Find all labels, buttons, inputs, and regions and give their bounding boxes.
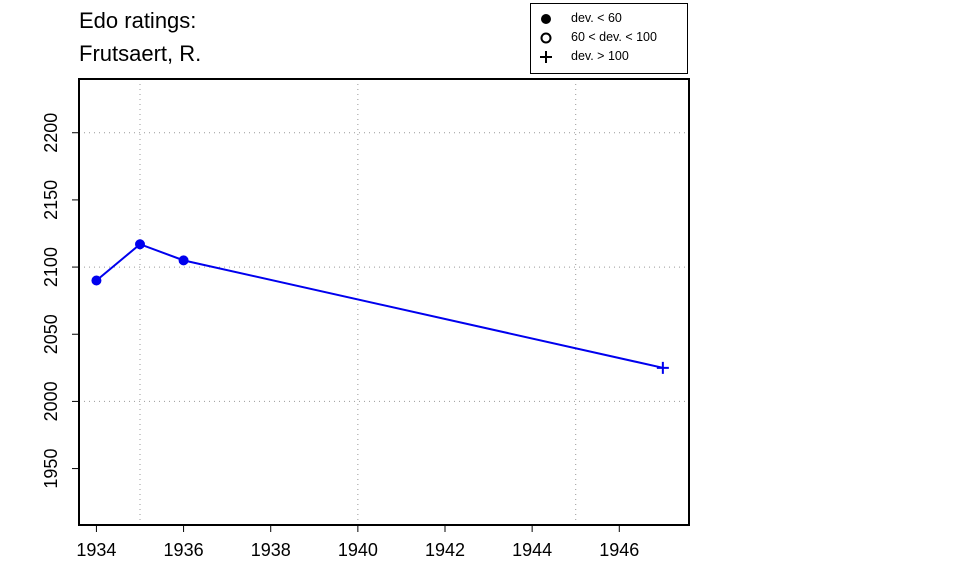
x-tick-label: 1938 [251,540,291,560]
series-line [95,243,664,369]
data-point [135,239,145,250]
x-tick-label: 1934 [76,540,116,560]
y-tick-label: 1950 [41,449,61,489]
y-tick-label: 2000 [41,381,61,421]
filled-circle-icon [541,14,551,24]
data-point [656,361,669,374]
x-tick-label: 1940 [338,540,378,560]
data-point [178,255,189,266]
x-tick-label: 1944 [512,540,552,560]
legend-label: dev. < 60 [571,11,622,25]
chart-title-line-2: Frutsaert, R. [79,41,202,66]
plot-frame [78,78,690,526]
y-tick-label: 2050 [41,314,61,354]
y-tick-label: 2200 [41,113,61,153]
x-tick-label: 1936 [164,540,204,560]
y-tick-label: 2150 [41,180,61,220]
legend: dev. < 60 60 < dev. < 100 dev. > 100 [530,3,688,74]
legend-entry-filled-circle: dev. < 60 [531,10,687,28]
open-circle-icon [540,32,552,44]
x-tick-label: 1946 [599,540,639,560]
chart-title-line-1: Edo ratings: [79,8,197,33]
x-tick-label: 1942 [425,540,465,560]
data-point [91,275,102,286]
legend-entry-plus: dev. > 100 [531,48,687,66]
legend-label: dev. > 100 [571,49,629,63]
legend-label: 60 < dev. < 100 [571,30,657,44]
y-tick-label: 2100 [41,247,61,287]
plus-icon [540,51,552,63]
legend-entry-open-circle: 60 < dev. < 100 [531,29,687,47]
